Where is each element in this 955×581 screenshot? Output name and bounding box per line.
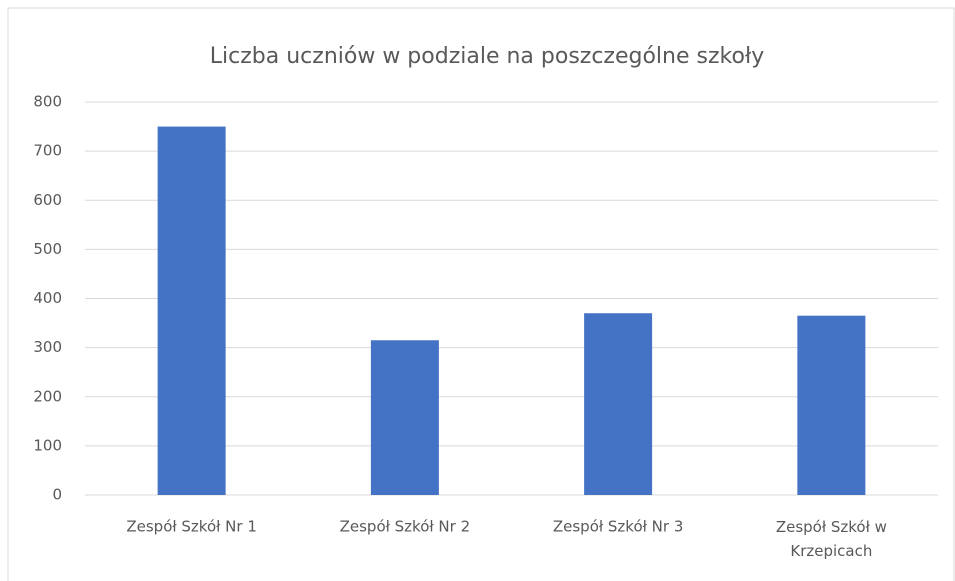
y-tick-label: 700	[33, 142, 62, 160]
bar	[157, 126, 226, 495]
y-tick-label: 300	[33, 338, 62, 356]
y-tick-label: 200	[33, 387, 62, 405]
x-tick-label: Zespół Szkół Nr 1	[126, 518, 257, 536]
chart-title: Liczba uczniów w podziale na poszczególn…	[210, 44, 764, 69]
y-tick-label: 800	[33, 93, 62, 111]
bar	[370, 340, 439, 495]
x-tick-label: Zespół Szkół w Krzepicach	[776, 518, 887, 560]
y-tick-label: 600	[33, 191, 62, 209]
y-tick-label: 0	[52, 486, 62, 504]
y-tick-label: 100	[33, 436, 62, 454]
x-tick-label: Zespół Szkół Nr 2	[340, 518, 471, 536]
bar	[584, 313, 653, 495]
y-tick-label: 500	[33, 240, 62, 258]
bar	[797, 315, 866, 495]
y-tick-label: 400	[33, 289, 62, 307]
x-tick-label: Zespół Szkół Nr 3	[553, 518, 684, 536]
